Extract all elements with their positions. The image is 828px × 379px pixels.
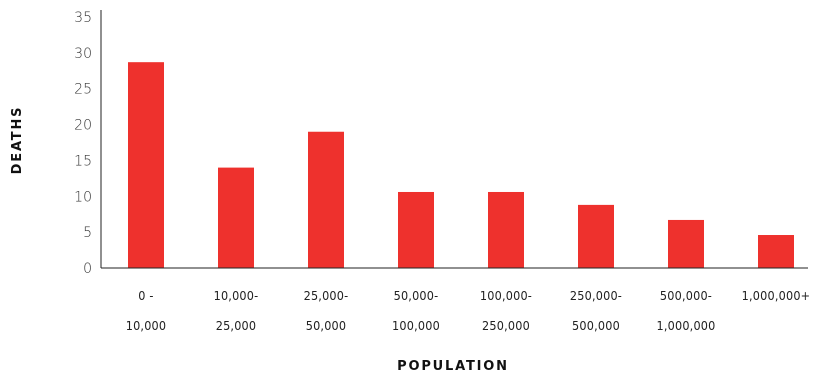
y-tick-label: 5 xyxy=(83,225,92,241)
x-tick-label: 500,000 xyxy=(572,318,620,333)
x-axis-title: POPULATION xyxy=(397,359,509,374)
y-axis-title: DEATHS xyxy=(10,106,25,175)
y-tick-label: 10 xyxy=(74,189,92,205)
x-tick-label: 1,000,000+ xyxy=(742,288,811,303)
x-tick-label: 50,000- xyxy=(394,288,439,303)
bar xyxy=(218,168,254,268)
y-axis-ticks: 0 5 10 15 20 25 30 35 xyxy=(74,10,92,277)
bar xyxy=(578,205,614,268)
x-tick-label: 500,000- xyxy=(660,288,712,303)
bar-series xyxy=(128,62,794,268)
x-tick-label: 0 - xyxy=(138,288,153,303)
bar xyxy=(308,132,344,268)
x-axis-category-labels: 0 - 10,000 10,000- 25,000 25,000- 50,000 50,00… xyxy=(126,288,811,333)
bar xyxy=(128,62,164,268)
x-tick-label: 250,000- xyxy=(570,288,622,303)
x-tick-label: 25,000 xyxy=(216,318,257,333)
y-tick-label: 20 xyxy=(74,118,92,134)
y-tick-label: 0 xyxy=(83,261,92,277)
x-tick-label: 50,000 xyxy=(306,318,347,333)
y-tick-label: 25 xyxy=(74,82,92,98)
y-tick-label: 15 xyxy=(74,153,92,169)
y-tick-label: 35 xyxy=(74,10,92,26)
x-tick-label: 1,000,000 xyxy=(656,318,715,333)
bar xyxy=(398,192,434,268)
x-tick-label: 250,000 xyxy=(482,318,530,333)
bar xyxy=(758,235,794,268)
bar xyxy=(668,220,704,268)
x-tick-label: 100,000- xyxy=(480,288,532,303)
bar xyxy=(488,192,524,268)
x-tick-label: 10,000- xyxy=(214,288,259,303)
x-tick-label: 10,000 xyxy=(126,318,167,333)
x-tick-label: 100,000 xyxy=(392,318,440,333)
x-tick-label: 25,000- xyxy=(304,288,349,303)
y-tick-label: 30 xyxy=(74,46,92,62)
